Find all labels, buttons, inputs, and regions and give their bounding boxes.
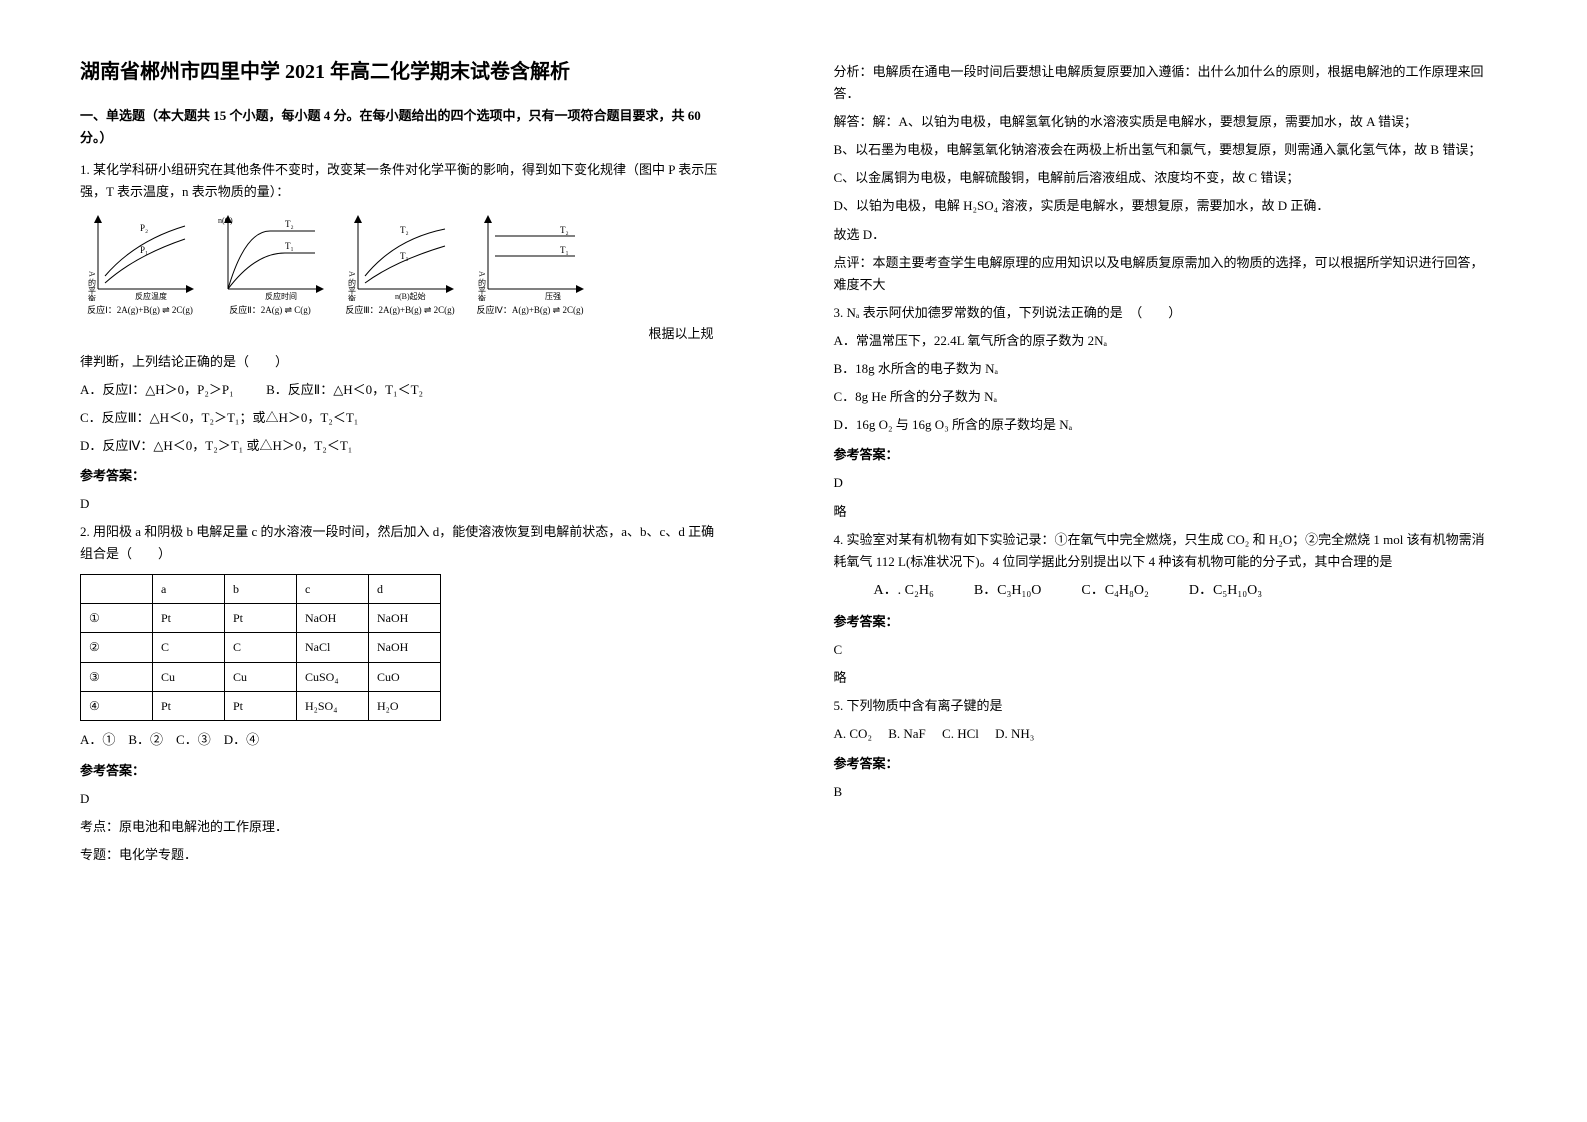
q3-optB: B．18g 水所含的电子数为 Nₐ (834, 358, 1488, 380)
q2-k4: 解答：解：A、以铂为电极，电解氢氧化钠的水溶液实质是电解水，要想复原，需要加水，… (834, 111, 1488, 133)
chart-3: T₂ T₁ A 的平衡转化率 n(B)起始 反应Ⅲ：2A(g)+B(g) ⇌ 2… (340, 211, 460, 318)
q2-ans-label: 参考答案： (80, 760, 724, 782)
q4-stem: 4. 实验室对某有机物有如下实验记录：①在氧气中完全燃烧，只生成 CO₂ 和 H… (834, 529, 1488, 573)
svg-text:T₁: T₁ (400, 251, 409, 261)
table-row: ③CuCuCuSO₄CuO (81, 662, 441, 691)
q3-optD: D．16g O₂ 与 16g O₃ 所含的原子数均是 Nₐ (834, 414, 1488, 436)
svg-text:n(B)起始: n(B)起始 (395, 291, 426, 301)
q1-ans-label: 参考答案： (80, 465, 724, 487)
svg-text:P₁: P₁ (140, 245, 148, 255)
chart-row: P₂ P₁ A 的平衡转化率 反应温度 反应Ⅰ：2A(g)+B(g) ⇌ 2C(… (80, 211, 724, 318)
svg-text:A 的平衡转化率: A 的平衡转化率 (348, 271, 357, 301)
svg-text:压强: 压强 (545, 292, 561, 301)
q5-ans-label: 参考答案： (834, 753, 1488, 775)
svg-text:T₂: T₂ (285, 219, 294, 229)
svg-text:A 的平衡转化率: A 的平衡转化率 (88, 271, 97, 301)
q4-ans-label: 参考答案： (834, 611, 1488, 633)
q1-after-charts: 根据以上规 (80, 323, 724, 345)
q2-options: A．① B．② C．③ D．④ (80, 729, 724, 751)
q4-optD: D．C₅H₁₀O₃ (1189, 579, 1262, 603)
chart-4-caption: 反应Ⅳ：A(g)+B(g) ⇌ 2C(g) (470, 303, 590, 318)
q2-k6: C、以金属铜为电极，电解硫酸铜，电解前后溶液组成、浓度均不变，故 C 错误； (834, 167, 1488, 189)
svg-text:T₂: T₂ (400, 225, 409, 235)
section-header: 一、单选题（本大题共 15 个小题，每小题 4 分。在每小题给出的四个选项中，只… (80, 105, 724, 149)
page-title: 湖南省郴州市四里中学 2021 年高二化学期末试卷含解析 (80, 55, 724, 89)
q5-ans: B (834, 781, 1488, 803)
chart-2: T₂ T₁ n(C) 反应时间 反应Ⅱ：2A(g) ⇌ C(g) (210, 211, 330, 318)
q4-extra: 略 (834, 667, 1488, 689)
chart-1: P₂ P₁ A 的平衡转化率 反应温度 反应Ⅰ：2A(g)+B(g) ⇌ 2C(… (80, 211, 200, 318)
q4-options: A．. C₂H₆ B．C₃H₁₀O C．C₄H₈O₂ D．C₅H₁₀O₃ (874, 579, 1488, 603)
q1-stem2: 律判断，上列结论正确的是（ ） (80, 351, 724, 373)
q2-table: a b c d ①PtPtNaOHNaOH ②CCNaClNaOH ③CuCuC… (80, 574, 441, 722)
q3-ans: D (834, 472, 1488, 494)
chart-4: T₂ T₁ A 的平衡转化率 压强 反应Ⅳ：A(g)+B(g) ⇌ 2C(g) (470, 211, 590, 318)
chart-3-caption: 反应Ⅲ：2A(g)+B(g) ⇌ 2C(g) (340, 303, 460, 318)
q1-optA: A．反应Ⅰ：△H＞0，P₂＞P₁ B．反应Ⅱ：△H＜0，T₁＜T₂ (80, 379, 724, 401)
chart-2-caption: 反应Ⅱ：2A(g) ⇌ C(g) (210, 303, 330, 318)
q2-k1: 考点：原电池和电解池的工作原理． (80, 816, 724, 838)
q2-ans: D (80, 788, 724, 810)
q3-stem: 3. Nₐ 表示阿伏加德罗常数的值，下列说法正确的是 （ ） (834, 302, 1488, 324)
q3-extra: 略 (834, 501, 1488, 523)
svg-text:反应时间: 反应时间 (265, 291, 297, 301)
q2-k2: 专题：电化学专题． (80, 844, 724, 866)
q2-k8: 故选 D． (834, 224, 1488, 246)
svg-text:T₂: T₂ (560, 225, 569, 235)
svg-text:反应温度: 反应温度 (135, 291, 167, 301)
q4-optB: B．C₃H₁₀O (974, 579, 1042, 603)
q2-k5: B、以石墨为电极，电解氢氧化钠溶液会在两极上析出氢气和氯气，要想复原，则需通入氯… (834, 139, 1488, 161)
q2-k7: D、以铂为电极，电解 H₂SO₄ 溶液，实质是电解水，要想复原，需要加水，故 D… (834, 195, 1488, 217)
q4-optA: A．. C₂H₆ (874, 579, 934, 603)
q4-optC: C．C₄H₈O₂ (1081, 579, 1149, 603)
q5-opts: A. CO₂ B. NaF C. HCl D. NH₃ (834, 723, 1488, 745)
q4-ans: C (834, 639, 1488, 661)
q5-stem: 5. 下列物质中含有离子键的是 (834, 695, 1488, 717)
q1-stem: 1. 某化学科研小组研究在其他条件不变时，改变某一条件对化学平衡的影响，得到如下… (80, 159, 724, 203)
svg-text:P₂: P₂ (140, 223, 148, 233)
table-row: ④PtPtH₂SO₄H₂O (81, 692, 441, 721)
svg-text:T₁: T₁ (560, 245, 569, 255)
q3-optA: A．常温常压下，22.4L 氧气所含的原子数为 2Nₐ (834, 330, 1488, 352)
q1-ans: D (80, 493, 724, 515)
q2-stem: 2. 用阳极 a 和阴极 b 电解足量 c 的水溶液一段时间，然后加入 d，能使… (80, 521, 724, 565)
q2-k3: 分析：电解质在通电一段时间后要想让电解质复原要加入遵循：出什么加什么的原则，根据… (834, 61, 1488, 105)
q3-optC: C．8g He 所含的分子数为 Nₐ (834, 386, 1488, 408)
svg-text:T₁: T₁ (285, 241, 294, 251)
svg-text:A 的平衡转化率: A 的平衡转化率 (478, 271, 487, 301)
q1-optD: D．反应Ⅳ：△H＜0，T₂＞T₁ 或△H＞0，T₂＜T₁ (80, 435, 724, 457)
chart-1-caption: 反应Ⅰ：2A(g)+B(g) ⇌ 2C(g) (80, 303, 200, 318)
svg-text:n(C): n(C) (218, 216, 233, 225)
q2-k9: 点评：本题主要考查学生电解原理的应用知识以及电解质复原需加入的物质的选择，可以根… (834, 252, 1488, 296)
q3-ans-label: 参考答案： (834, 444, 1488, 466)
q1-optC: C．反应Ⅲ：△H＜0，T₂＞T₁；或△H＞0，T₂＜T₁ (80, 407, 724, 429)
table-row: ①PtPtNaOHNaOH (81, 603, 441, 632)
table-row: ②CCNaClNaOH (81, 633, 441, 662)
